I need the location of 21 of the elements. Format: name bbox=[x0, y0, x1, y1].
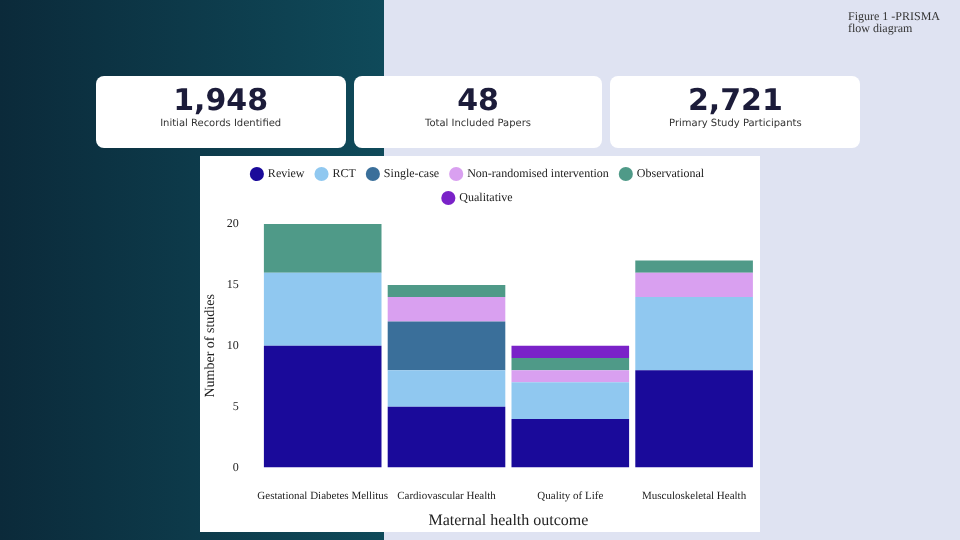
bar bbox=[511, 345, 630, 358]
bar bbox=[263, 345, 382, 468]
text: 2,721 bbox=[685, 82, 785, 118]
bar bbox=[635, 297, 753, 371]
bar bbox=[635, 272, 753, 298]
bar bbox=[511, 382, 630, 419]
bar bbox=[263, 224, 382, 273]
bar bbox=[263, 272, 382, 346]
bar bbox=[387, 370, 506, 407]
bar bbox=[387, 321, 506, 371]
bar bbox=[387, 406, 506, 468]
x-axis-title: Maternal health outcome bbox=[428, 510, 590, 529]
bar bbox=[511, 357, 630, 371]
bar bbox=[635, 370, 753, 468]
bar bbox=[511, 418, 630, 468]
text: 48 bbox=[455, 82, 501, 118]
bar bbox=[387, 297, 506, 322]
text: 1,948 bbox=[171, 82, 271, 118]
bar bbox=[511, 370, 630, 383]
bar bbox=[635, 260, 753, 273]
bar bbox=[387, 284, 506, 298]
